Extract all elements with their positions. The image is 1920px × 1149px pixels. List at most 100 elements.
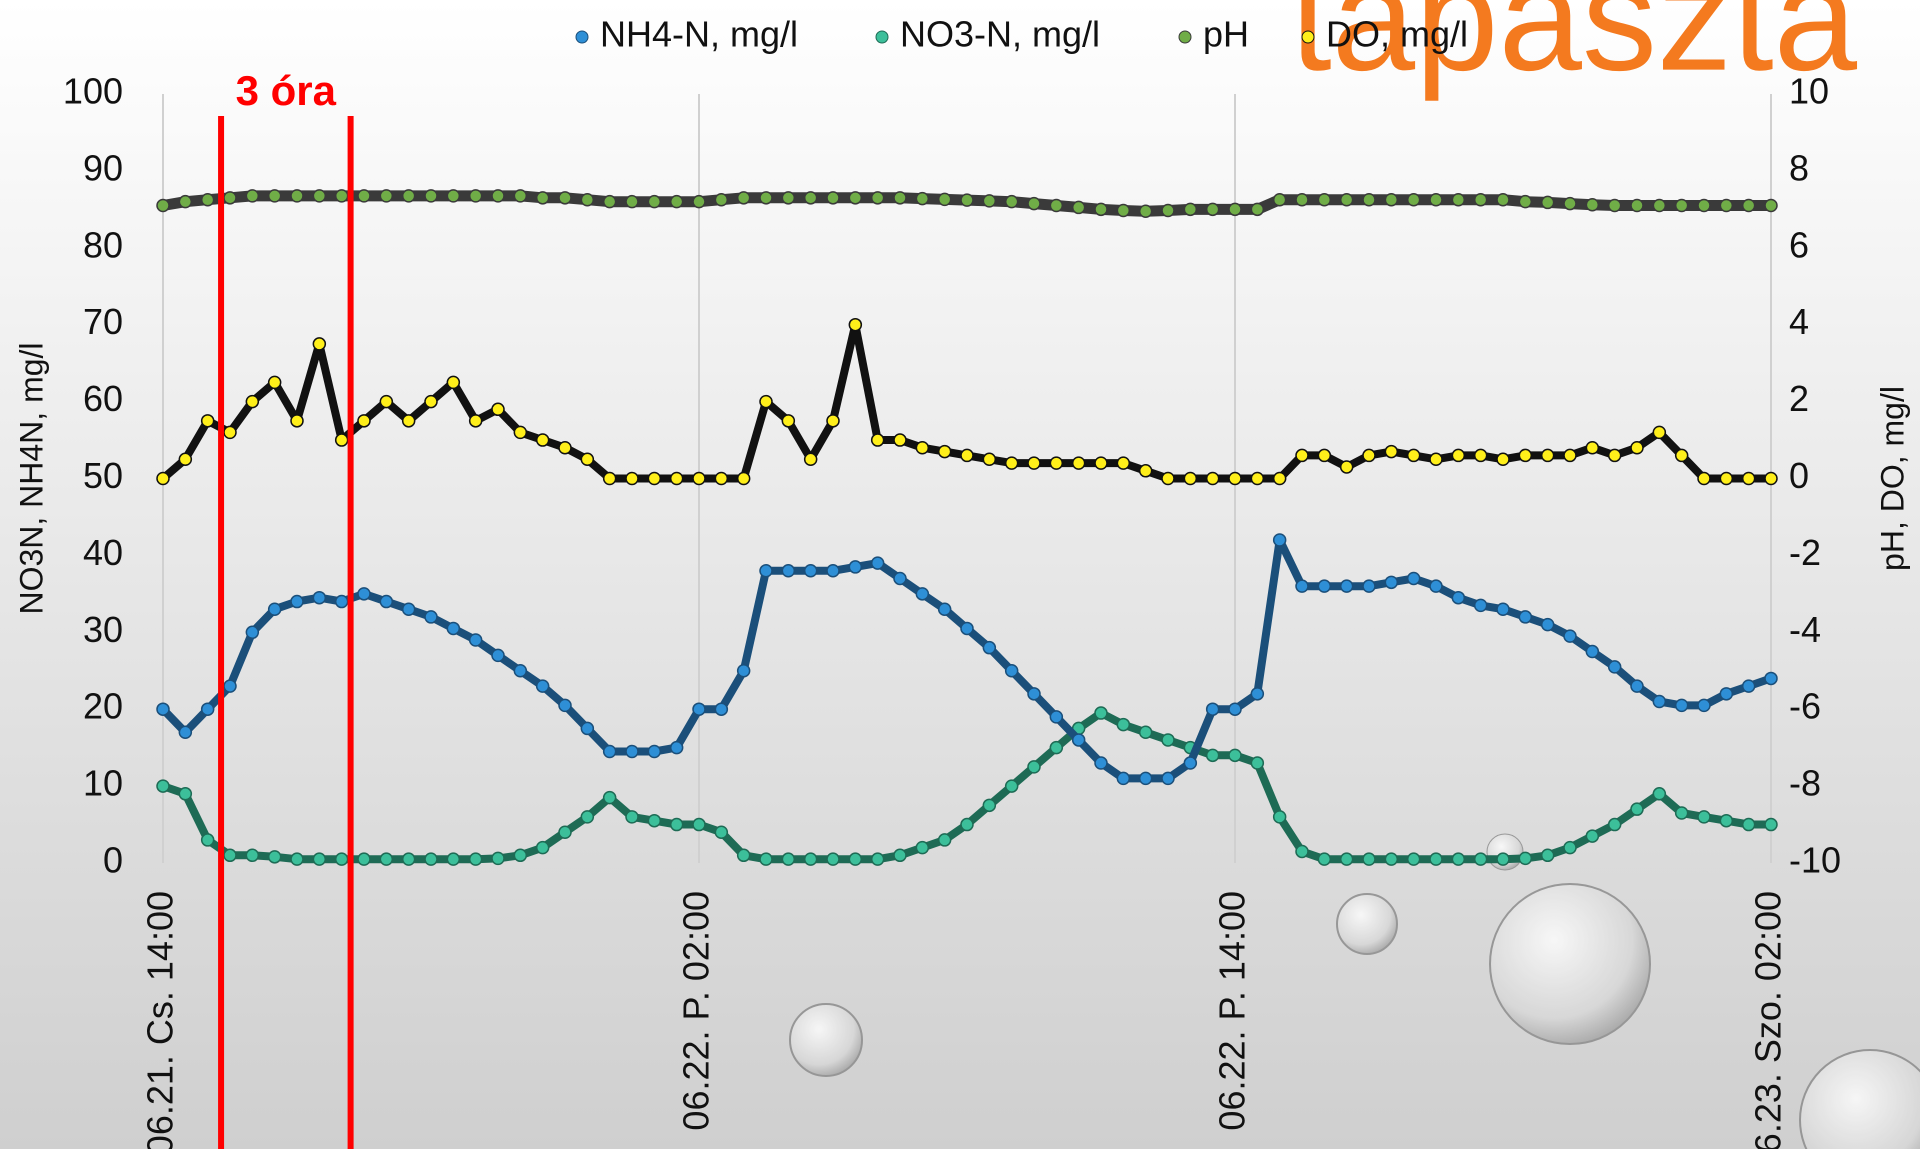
data-point — [312, 337, 327, 351]
data-point — [1585, 644, 1600, 659]
data-point — [156, 779, 170, 793]
data-point — [401, 852, 416, 866]
data-point — [1027, 196, 1041, 211]
x-tick-label: 06.23. Szo. 02:00 — [1748, 891, 1789, 1149]
data-point — [848, 191, 863, 205]
data-point — [245, 625, 260, 640]
data-point — [379, 594, 394, 609]
legend-marker — [575, 30, 589, 44]
data-point — [200, 192, 215, 207]
data-point — [1496, 452, 1510, 467]
data-point — [1652, 694, 1667, 709]
data-point — [870, 191, 885, 205]
y-tick-label: 100 — [63, 71, 123, 112]
data-point — [1138, 725, 1153, 740]
y2-tick-label: 2 — [1789, 378, 1809, 419]
data-point — [1362, 192, 1376, 207]
data-point — [1138, 464, 1153, 478]
x-tick-label: 06.21. Cs. 14:00 — [140, 891, 181, 1149]
slide-title: tapaszta — [1290, 0, 1858, 102]
data-point — [1674, 806, 1689, 820]
data-point — [1630, 802, 1644, 816]
data-point — [267, 602, 282, 616]
y-tick-label: 90 — [83, 147, 123, 188]
y-tick-label: 50 — [83, 455, 123, 496]
data-point — [558, 698, 572, 713]
data-point — [1406, 448, 1421, 463]
data-point — [1094, 756, 1108, 770]
data-point — [1049, 710, 1064, 724]
data-point — [960, 817, 974, 832]
data-point — [1607, 198, 1622, 213]
data-point — [1719, 471, 1734, 486]
data-point — [1272, 192, 1287, 207]
data-point — [848, 852, 863, 866]
data-point — [1272, 810, 1287, 824]
data-point — [1496, 602, 1510, 616]
data-point — [1295, 192, 1309, 207]
data-point — [893, 571, 907, 586]
data-point — [290, 414, 304, 428]
data-point — [647, 471, 662, 486]
data-point — [1607, 817, 1622, 832]
data-point — [513, 189, 528, 203]
data-point — [1764, 471, 1778, 486]
data-point — [334, 594, 349, 609]
data-point — [267, 850, 282, 864]
data-point — [870, 433, 885, 447]
data-point — [357, 414, 371, 428]
data-point — [1563, 196, 1577, 211]
data-point — [1719, 687, 1734, 701]
legend-label: DO, mg/l — [1326, 14, 1468, 55]
data-point — [1094, 456, 1108, 470]
data-point — [893, 848, 907, 863]
data-point — [357, 189, 371, 203]
data-point — [1071, 200, 1086, 215]
data-point — [848, 560, 863, 574]
data-point — [781, 852, 796, 866]
data-point — [1764, 671, 1778, 686]
series — [156, 317, 1778, 486]
data-point — [424, 394, 438, 409]
data-point — [1384, 192, 1399, 207]
data-point — [1473, 852, 1488, 866]
data-point — [1697, 198, 1711, 213]
data-point — [1295, 448, 1309, 463]
data-point — [1496, 852, 1510, 866]
data-point — [1094, 202, 1108, 217]
data-point — [1563, 629, 1577, 643]
data-point — [401, 602, 416, 616]
data-point — [937, 192, 952, 207]
data-point — [982, 798, 997, 813]
legend-label: NH4-N, mg/l — [600, 14, 798, 55]
data-point — [781, 414, 796, 428]
data-point — [558, 191, 572, 205]
data-point — [245, 189, 260, 203]
data-point — [1540, 617, 1555, 632]
data-point — [759, 564, 773, 578]
data-point — [692, 817, 706, 832]
data-point — [1205, 748, 1220, 763]
data-point — [803, 191, 818, 205]
data-point — [312, 590, 327, 605]
series — [156, 533, 1778, 786]
data-point — [513, 848, 528, 863]
data-point — [468, 414, 483, 428]
data-point — [312, 852, 327, 866]
data-point — [1183, 756, 1198, 770]
data-point — [1630, 679, 1644, 693]
data-point — [1049, 198, 1064, 213]
data-point — [491, 851, 505, 866]
data-point — [1228, 471, 1242, 486]
data-point — [1697, 698, 1711, 713]
data-point — [1563, 448, 1577, 463]
data-point — [223, 191, 237, 205]
data-point — [1205, 471, 1220, 486]
data-point — [1317, 192, 1332, 207]
data-point — [1741, 471, 1756, 486]
y2-tick-label: -8 — [1789, 763, 1821, 804]
data-point — [1741, 679, 1756, 693]
data-point — [915, 587, 930, 601]
y2-tick-label: -4 — [1789, 609, 1821, 650]
y2-tick-label: 0 — [1789, 455, 1809, 496]
